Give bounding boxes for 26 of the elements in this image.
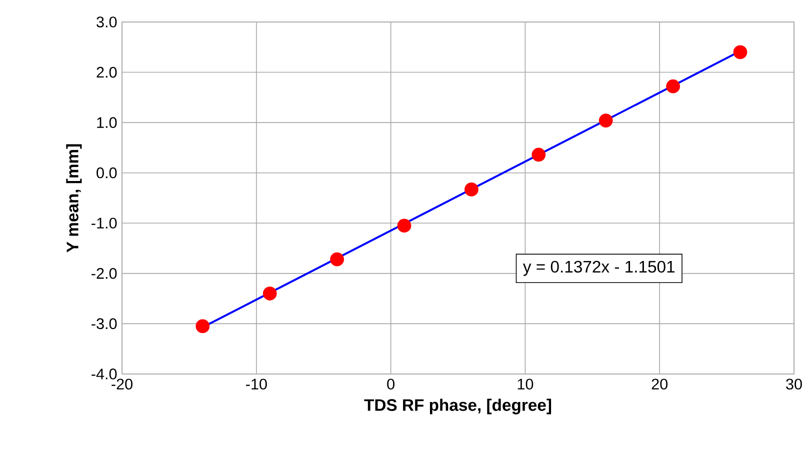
y-tick-label: 3.0 <box>96 16 117 28</box>
point <box>397 218 412 233</box>
point <box>733 45 748 60</box>
point <box>464 182 478 196</box>
point <box>196 319 210 334</box>
annotation: y = 0.1372x - 1.1501 <box>522 260 674 276</box>
y-tick-label: 1.0 <box>97 117 117 128</box>
y-tick-label: -2.0 <box>92 268 117 279</box>
point <box>262 286 277 300</box>
y-tick-label: -1.0 <box>92 218 117 229</box>
point <box>598 114 613 128</box>
point <box>666 79 680 94</box>
x-tick-label: 0 <box>387 378 394 390</box>
y-axis-title: Y mean, [mm] <box>66 144 82 252</box>
y-tick-label: 0.0 <box>96 167 117 178</box>
point <box>330 252 344 266</box>
x-tick-label: 10 <box>518 378 534 390</box>
x-tick-label: -10 <box>246 378 267 390</box>
x-tick-label: -20 <box>112 378 132 390</box>
y-tick-label: -3.0 <box>92 318 117 330</box>
y-tick-label: -4.0 <box>92 368 117 380</box>
point <box>532 148 546 162</box>
y-tick-label: 2.0 <box>96 66 117 78</box>
x-tick-label: 30 <box>786 378 802 390</box>
x-axis-title: TDS RF phase, [degree] <box>364 398 552 414</box>
x-tick-label: 20 <box>652 378 668 390</box>
